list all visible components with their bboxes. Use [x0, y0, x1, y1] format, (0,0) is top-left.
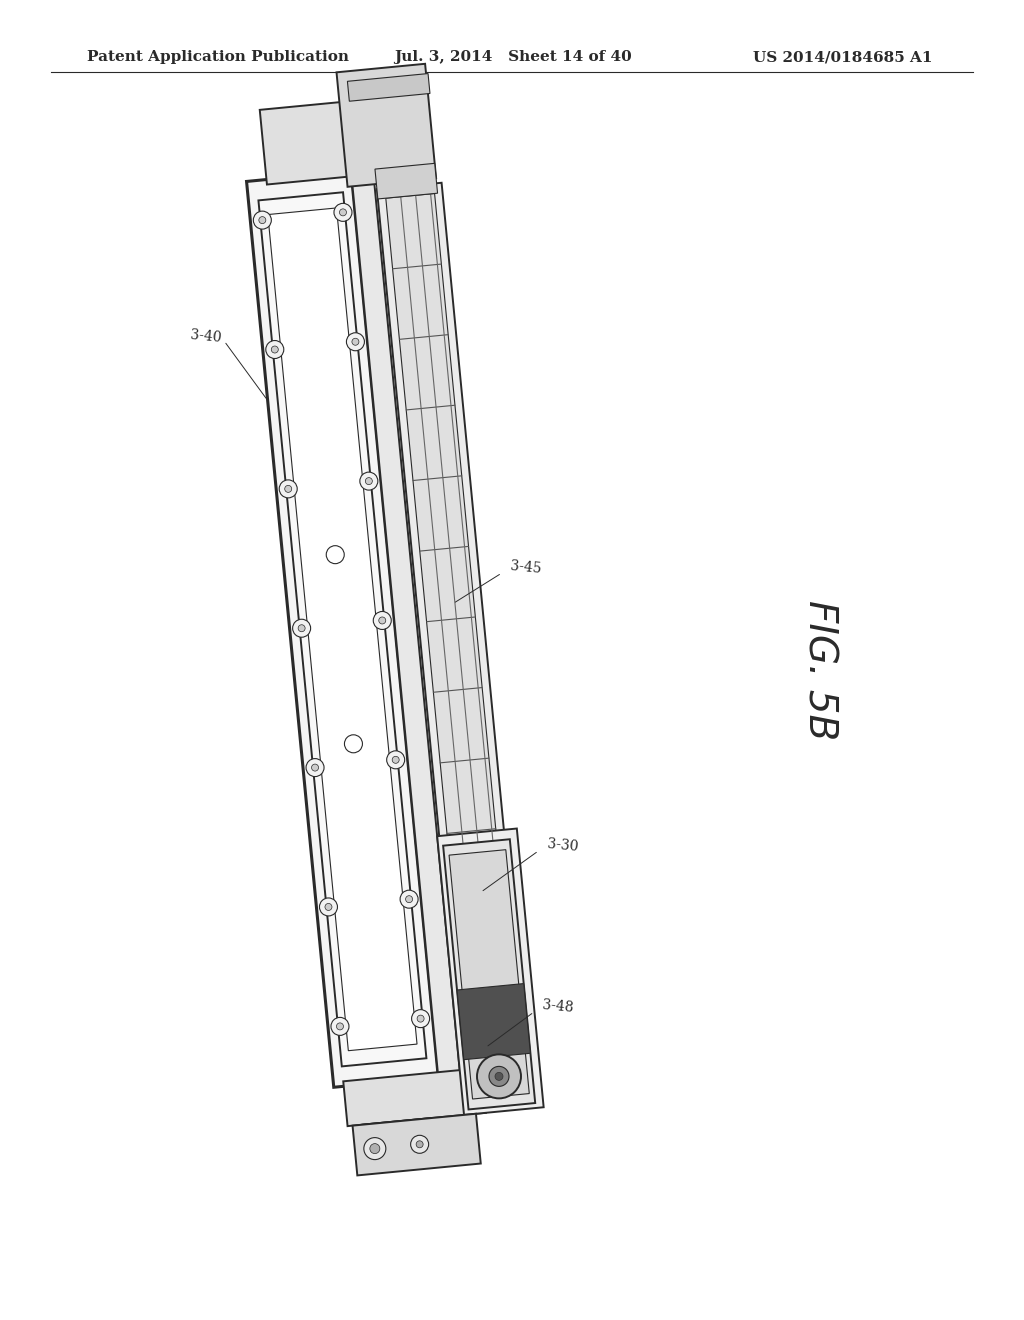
Circle shape — [400, 890, 418, 908]
Circle shape — [344, 735, 362, 752]
Polygon shape — [258, 193, 426, 1067]
Text: FIG. 5B: FIG. 5B — [801, 599, 839, 741]
Text: US 2014/0184685 A1: US 2014/0184685 A1 — [753, 50, 932, 65]
Circle shape — [489, 1067, 509, 1086]
Circle shape — [285, 486, 292, 492]
Circle shape — [387, 751, 404, 768]
Circle shape — [340, 209, 346, 216]
Circle shape — [337, 1023, 343, 1030]
Circle shape — [374, 611, 391, 630]
Circle shape — [253, 211, 271, 230]
Polygon shape — [362, 1118, 436, 1164]
Circle shape — [334, 203, 352, 222]
Circle shape — [319, 898, 338, 916]
Circle shape — [379, 616, 386, 624]
Polygon shape — [337, 63, 436, 187]
Circle shape — [259, 216, 266, 223]
Polygon shape — [268, 209, 417, 1051]
Text: 3-30: 3-30 — [547, 837, 579, 854]
Circle shape — [280, 480, 297, 498]
Circle shape — [477, 1055, 521, 1098]
Circle shape — [370, 1143, 380, 1154]
Circle shape — [306, 759, 324, 776]
Circle shape — [311, 764, 318, 771]
Polygon shape — [375, 164, 437, 199]
Circle shape — [325, 903, 332, 911]
Polygon shape — [352, 1114, 480, 1175]
Circle shape — [266, 341, 284, 359]
Polygon shape — [377, 182, 518, 985]
Circle shape — [331, 1018, 349, 1035]
Circle shape — [346, 333, 365, 351]
Text: Patent Application Publication: Patent Application Publication — [87, 50, 349, 65]
Text: 3-48: 3-48 — [542, 998, 574, 1015]
Polygon shape — [247, 172, 438, 1088]
Circle shape — [495, 1072, 503, 1080]
Circle shape — [271, 346, 279, 352]
Circle shape — [406, 896, 413, 903]
Circle shape — [411, 1135, 429, 1154]
Polygon shape — [260, 100, 367, 185]
Circle shape — [293, 619, 310, 638]
Polygon shape — [386, 194, 509, 974]
Polygon shape — [437, 829, 544, 1115]
Polygon shape — [347, 74, 430, 102]
Circle shape — [298, 624, 305, 632]
Circle shape — [412, 1010, 430, 1028]
Circle shape — [352, 338, 359, 346]
Polygon shape — [457, 983, 530, 1060]
Text: 3-40: 3-40 — [190, 327, 222, 345]
Circle shape — [417, 1015, 424, 1022]
Circle shape — [366, 478, 373, 484]
Polygon shape — [443, 840, 536, 1109]
Circle shape — [364, 1138, 386, 1159]
Text: Jul. 3, 2014   Sheet 14 of 40: Jul. 3, 2014 Sheet 14 of 40 — [394, 50, 632, 65]
Circle shape — [392, 756, 399, 763]
Circle shape — [327, 545, 344, 564]
Polygon shape — [450, 850, 529, 1100]
Circle shape — [416, 1140, 423, 1148]
Polygon shape — [351, 169, 460, 1077]
Polygon shape — [343, 1068, 486, 1126]
Circle shape — [359, 473, 378, 490]
Text: 3-45: 3-45 — [510, 560, 542, 577]
